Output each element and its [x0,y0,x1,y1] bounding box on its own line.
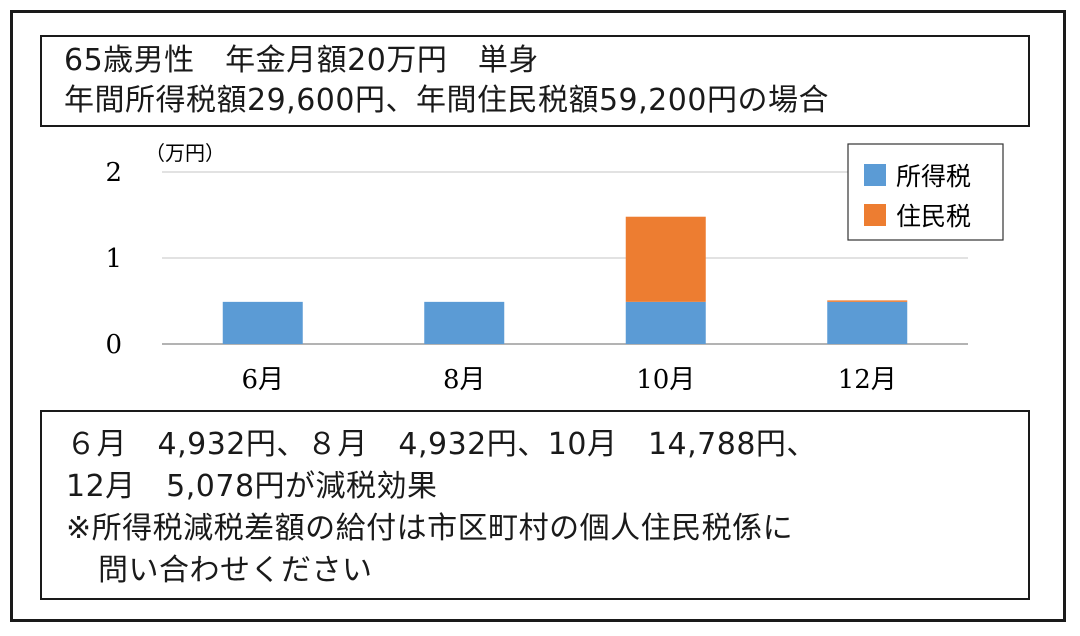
y-tick-label: 1 [105,244,122,274]
header-line-1: 65歳男性 年金月額20万円 単身 [64,43,539,78]
note-line-4: 問い合わせください [98,553,373,588]
bar-resident-tax [827,300,908,302]
bar-income-tax [625,301,706,344]
x-tick-label: 12月 [838,365,897,395]
legend-label: 住民税 [896,202,971,231]
legend-swatch [864,204,886,226]
header-box: 65歳男性 年金月額20万円 単身 年間所得税額29,600円、年間住民税額59… [40,35,1030,127]
bar-income-tax [424,301,505,344]
legend-swatch [864,164,886,186]
bar-income-tax [222,301,303,344]
bar-income-tax [827,301,908,344]
x-tick-label: 10月 [636,365,695,395]
header-line-2: 年間所得税額29,600円、年間住民税額59,200円の場合 [64,83,829,118]
legend-label: 所得税 [896,162,971,191]
note-line-2: 12月 5,078円が減税効果 [66,469,438,504]
y-axis-unit-label: （万円） [145,141,225,165]
note-line-1: ６月 4,932円、８月 4,932円、10月 14,788円、 [66,427,817,462]
note-box: ６月 4,932円、８月 4,932円、10月 14,788円、 12月 5,0… [40,410,1030,600]
y-tick-label: 0 [105,330,122,360]
x-tick-label: 6月 [241,365,284,395]
note-line-3: ※所得税減税差額の給付は市区町村の個人住民税係に [66,511,794,546]
y-tick-label: 2 [105,158,122,188]
x-tick-label: 8月 [443,365,486,395]
bar-resident-tax [625,216,706,302]
